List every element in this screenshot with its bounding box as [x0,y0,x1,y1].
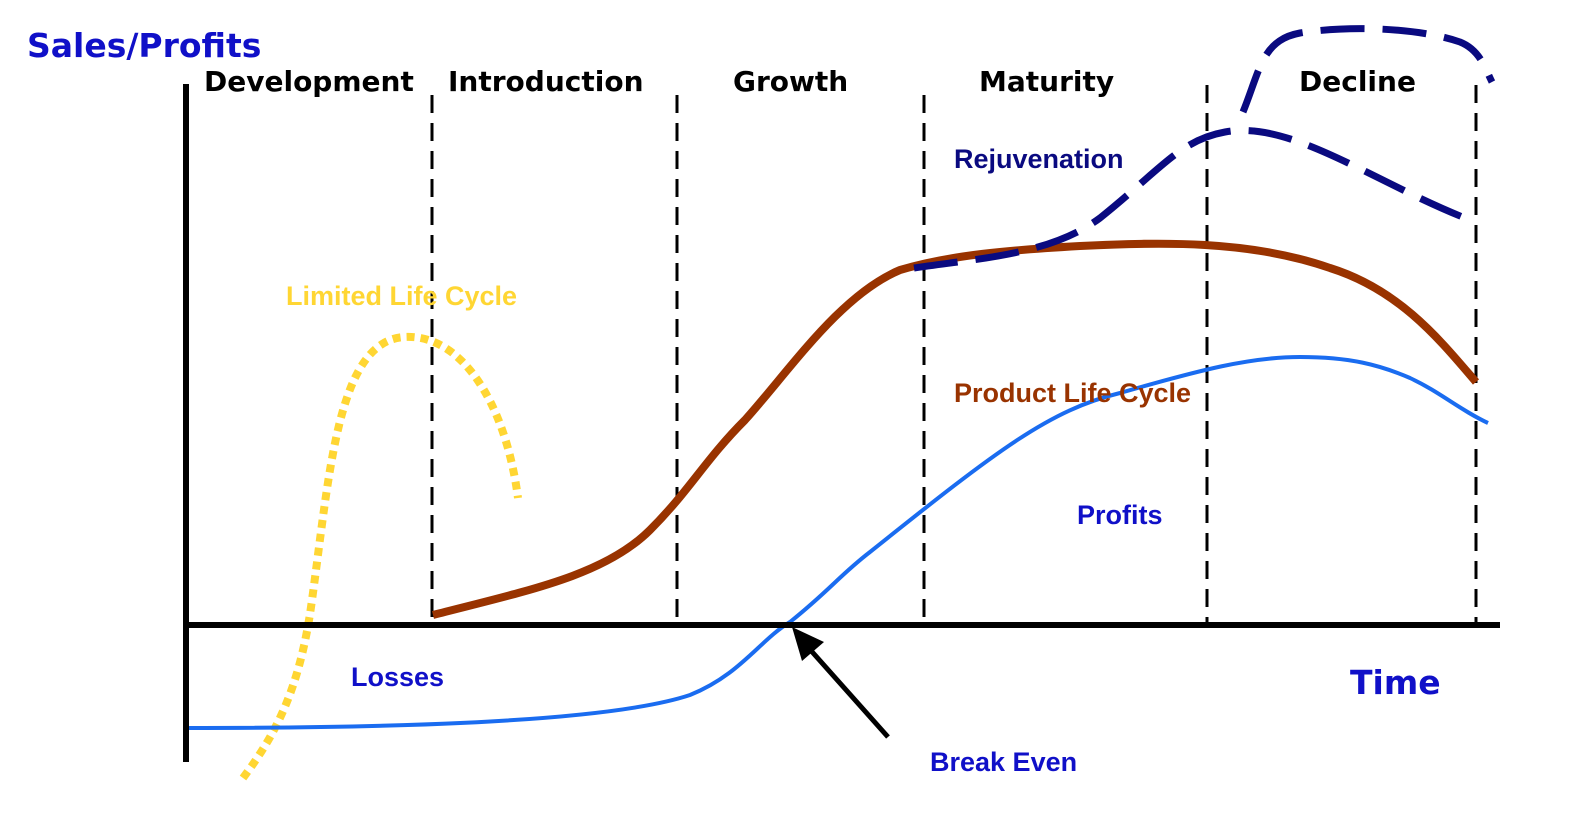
stage-label-development: Development [204,65,414,98]
stage-label-growth: Growth [733,65,849,98]
rejuvenation-peak-curve [1239,25,1496,114]
profits-curve [186,354,1489,730]
break-even-label: Break Even [930,747,1078,777]
y-axis-title: Sales/Profits [27,26,262,65]
profits-label: Profits [1077,500,1163,530]
rejuvenation-label: Rejuvenation [954,144,1124,174]
stage-label-maturity: Maturity [979,65,1115,98]
stage-label-decline: Decline [1299,65,1416,98]
stage-dividers [430,85,1478,622]
rejuvenation-curve [913,127,1467,272]
x-axis-title: Time [1350,663,1441,702]
break-even-arrowhead [792,627,824,661]
losses-label: Losses [351,662,445,692]
product-life-cycle-curve [432,239,1480,619]
limited-life-cycle-label: Limited Life Cycle [286,281,518,311]
product-life-cycle-label: Product Life Cycle [954,378,1192,408]
stage-label-introduction: Introduction [448,65,644,98]
limited-life-cycle-curve [239,332,522,781]
break-even-arrow [804,643,890,739]
